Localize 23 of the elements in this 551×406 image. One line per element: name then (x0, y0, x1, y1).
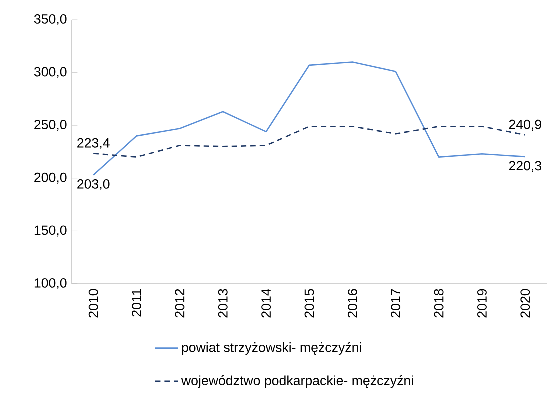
y-tick-label: 150,0 (34, 226, 67, 237)
x-tick-label: 2017 (391, 289, 401, 318)
x-tick-label: 2020 (520, 289, 530, 318)
x-tick-label: 2019 (478, 289, 487, 318)
annotation: 223,4 (78, 138, 110, 150)
x-tick-label: 2013 (218, 289, 228, 318)
x-tick-label: 2011 (132, 289, 142, 317)
y-tick-label: 250,0 (34, 120, 67, 132)
y-tick-label: 300,0 (34, 67, 67, 78)
x-tick-label: 2016 (348, 289, 358, 318)
x-tick-label: 2014 (262, 289, 272, 318)
annotation: 240,9 (509, 120, 542, 131)
y-tick-label: 350,0 (34, 14, 67, 26)
y-tick-label: 100,0 (34, 278, 67, 290)
x-tick-label: 2012 (175, 289, 185, 318)
x-tick-label: 2018 (434, 289, 444, 318)
annotation: 203,0 (78, 179, 110, 191)
x-tick-label: 2010 (88, 289, 98, 318)
annotation: 220,3 (509, 161, 542, 172)
legend-label: województwo podkarpackie- mężczyźni (181, 376, 414, 388)
legend-label: powiat strzyżowski- mężczyźni (182, 342, 362, 355)
y-tick-label: 200,0 (34, 172, 67, 184)
x-tick-label: 2015 (304, 289, 314, 318)
